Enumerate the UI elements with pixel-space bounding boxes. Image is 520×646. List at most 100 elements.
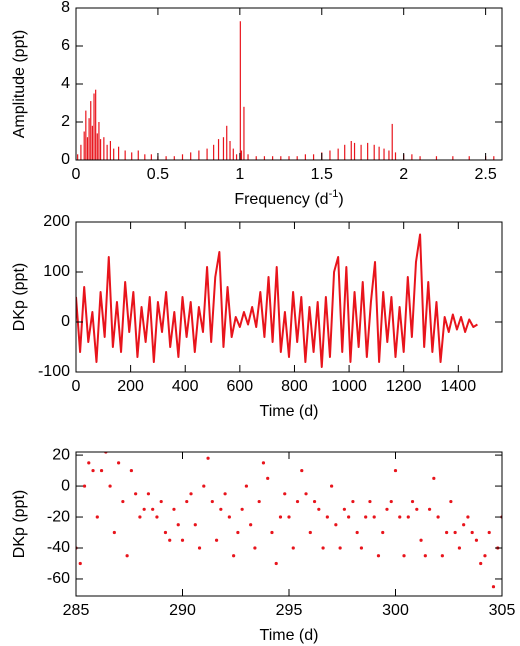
- data-point: [453, 530, 457, 535]
- data-point: [125, 554, 129, 558]
- data-point: [121, 499, 125, 504]
- data-point: [236, 530, 240, 535]
- data-point: [308, 530, 312, 535]
- y-tick-label: 20: [52, 446, 70, 463]
- data-point: [214, 538, 219, 542]
- x-tick-label: 200: [117, 378, 144, 395]
- x-tick-label: 285: [63, 602, 90, 619]
- data-point: [462, 523, 466, 527]
- data-point: [129, 468, 133, 473]
- x-axis-label: Time (d): [260, 627, 319, 644]
- data-point: [466, 515, 470, 519]
- y-tick-label: 6: [61, 37, 70, 54]
- data-point: [325, 515, 329, 519]
- y-tick-label: -20: [47, 508, 70, 525]
- y-tick-label: 100: [43, 263, 70, 280]
- x-tick-label: 2.5: [474, 166, 496, 183]
- data-point: [227, 515, 231, 519]
- data-point: [470, 530, 474, 535]
- x-tick-label: 2: [399, 166, 408, 183]
- data-point: [368, 499, 372, 504]
- data-point: [427, 507, 432, 511]
- data-point: [151, 507, 155, 511]
- y-tick-label: 2: [61, 113, 70, 130]
- y-axis-label: DKp (ppt): [11, 490, 28, 558]
- data-point: [240, 507, 244, 511]
- x-axis-label: Time (d): [260, 403, 319, 420]
- data-point: [440, 554, 444, 558]
- data-point: [402, 554, 406, 558]
- data-point: [142, 507, 146, 511]
- plot-area: [76, 233, 478, 368]
- data-point: [449, 499, 453, 504]
- data-point: [180, 538, 185, 542]
- x-tick-label: 1.5: [311, 166, 333, 183]
- data-point: [189, 492, 193, 496]
- data-point: [312, 499, 317, 504]
- data-point: [291, 546, 295, 550]
- panel: 0 200 400 600 800 1000 1200 1400-1000100200DKp …: [11, 213, 503, 420]
- data-point: [163, 530, 168, 535]
- x-tick-label: 400: [172, 378, 199, 395]
- data-point: [317, 507, 321, 511]
- data-point: [338, 546, 342, 550]
- y-axis-label: Amplitude (ppt): [11, 30, 28, 139]
- data-point: [146, 492, 151, 496]
- data-point: [168, 538, 172, 542]
- data-point: [274, 561, 278, 566]
- plot-frame: [75, 451, 503, 597]
- data-point: [487, 530, 491, 535]
- data-point: [278, 515, 283, 519]
- y-tick-label: 4: [61, 75, 70, 92]
- data-point: [249, 523, 253, 527]
- data-point: [491, 585, 496, 589]
- data-point: [223, 492, 227, 496]
- data-point: [202, 484, 206, 488]
- data-point: [415, 507, 419, 511]
- data-point: [287, 515, 291, 519]
- data-point: [364, 515, 368, 519]
- data-point: [355, 530, 359, 535]
- light-curve: [76, 233, 478, 368]
- data-point: [155, 515, 159, 519]
- y-tick-label: -100: [38, 363, 70, 380]
- x-tick-label: 305: [489, 602, 516, 619]
- y-tick-label: 0: [61, 151, 70, 168]
- data-point: [244, 484, 248, 488]
- data-point: [99, 468, 104, 473]
- plot-frame: [75, 7, 503, 161]
- data-point: [91, 468, 95, 473]
- data-point: [436, 515, 440, 519]
- data-point: [479, 561, 483, 566]
- x-tick-label: 1: [235, 166, 244, 183]
- data-point: [304, 492, 308, 496]
- x-tick-label: 300: [382, 602, 409, 619]
- x-tick-label: 600: [226, 378, 253, 395]
- y-tick-label: 8: [61, 0, 70, 16]
- data-point: [232, 554, 236, 558]
- plot-area: [76, 452, 502, 589]
- data-point: [445, 530, 449, 535]
- plot-area: [77, 21, 495, 160]
- data-point: [372, 515, 376, 519]
- y-tick-label: -40: [47, 539, 70, 556]
- data-point: [108, 484, 112, 488]
- data-point: [219, 507, 223, 511]
- data-point: [266, 476, 270, 480]
- data-point: [159, 499, 163, 504]
- data-point: [381, 530, 385, 535]
- x-tick-label: 1000: [331, 378, 367, 395]
- data-point: [410, 499, 415, 504]
- data-point: [359, 546, 364, 550]
- y-tick-label: 0: [61, 477, 70, 494]
- x-axis-label-part: Frequency (d: [234, 191, 328, 208]
- x-tick-label: 0.5: [147, 166, 169, 183]
- data-point: [185, 499, 189, 504]
- x-axis-label-part: -1: [329, 188, 339, 200]
- x-tick-label: 1400: [441, 378, 477, 395]
- data-point: [347, 515, 351, 519]
- data-point: [134, 492, 138, 496]
- data-point: [253, 546, 257, 550]
- data-point: [197, 546, 202, 550]
